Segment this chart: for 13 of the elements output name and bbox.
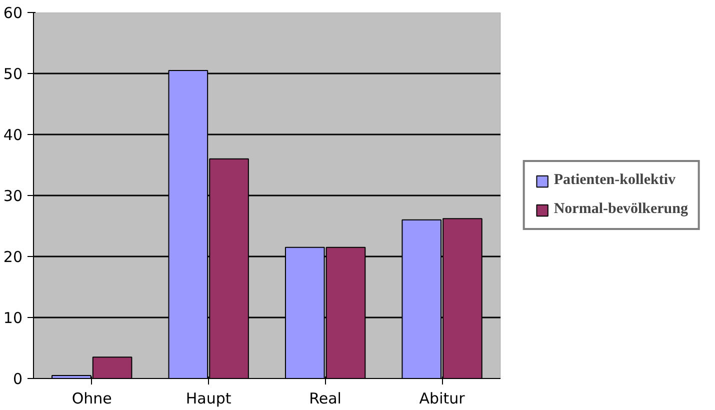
x-tick-label: Haupt bbox=[186, 390, 232, 408]
y-tick-label: 50 bbox=[3, 65, 23, 83]
x-tick-label: Abitur bbox=[419, 390, 466, 408]
x-tick-label: Ohne bbox=[72, 390, 112, 408]
y-tick-label: 20 bbox=[3, 248, 23, 266]
legend-label: Patienten-kollektiv bbox=[554, 172, 676, 189]
legend-label: Normal-bevölkerung bbox=[554, 201, 688, 218]
y-tick-label: 30 bbox=[3, 187, 23, 205]
y-tick-label: 10 bbox=[3, 309, 23, 327]
y-tick-label: 60 bbox=[3, 4, 23, 22]
y-tick-label: 40 bbox=[3, 126, 23, 144]
x-tick-label: Real bbox=[309, 390, 342, 408]
y-tick-label: 0 bbox=[12, 370, 23, 388]
